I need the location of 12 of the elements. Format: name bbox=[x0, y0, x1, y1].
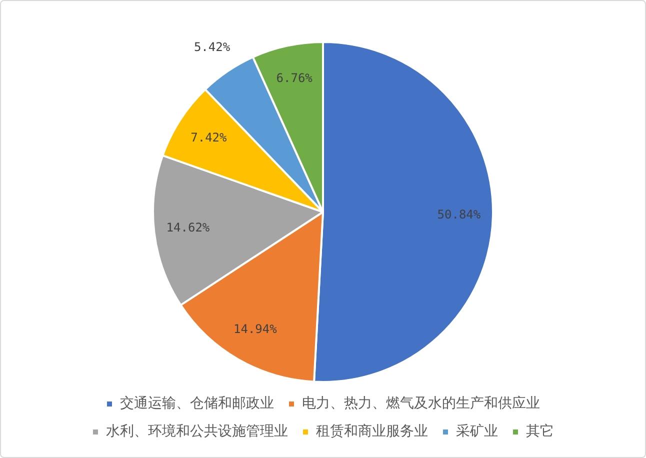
data-label: 6.76% bbox=[276, 71, 314, 86]
data-label: 14.94% bbox=[233, 322, 278, 336]
data-label: 5.42% bbox=[194, 40, 231, 54]
legend-label: 租赁和商业服务业 bbox=[316, 424, 428, 440]
legend-label: 其它 bbox=[526, 424, 554, 440]
legend-label: 交通运输、仓储和邮政业 bbox=[120, 396, 274, 412]
legend-label: 电力、热力、燃气及水的生产和供应业 bbox=[302, 396, 540, 412]
legend-label: 水利、环境和公共设施管理业 bbox=[106, 424, 288, 440]
data-label: 14.62% bbox=[166, 220, 210, 234]
data-label: 50.84% bbox=[437, 208, 482, 222]
legend-label: 采矿业 bbox=[456, 424, 498, 440]
data-label: 7.42% bbox=[190, 130, 228, 144]
